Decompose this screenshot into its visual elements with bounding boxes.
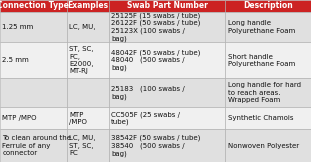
Bar [109,107,225,129]
Text: MTP /MPO: MTP /MPO [2,115,37,121]
Text: 25183   (100 swabs /
bag): 25183 (100 swabs / bag) [111,85,185,100]
Text: Nonwoven Polyester: Nonwoven Polyester [228,143,299,149]
Text: Synthetic Chamois: Synthetic Chamois [228,115,293,121]
Text: 2.5 mm: 2.5 mm [2,57,29,63]
Text: Long handle for hard
to reach areas.
Wrapped Foam: Long handle for hard to reach areas. Wra… [228,82,301,103]
Bar [0,107,67,129]
Text: CC505F (25 swabs /
tube): CC505F (25 swabs / tube) [111,111,180,125]
Bar [0,0,67,12]
Bar [67,0,109,12]
Bar [0,42,67,78]
Text: 48042F (50 swabs / tube)
48040   (500 swabs /
bag): 48042F (50 swabs / tube) 48040 (500 swab… [111,49,200,71]
Text: Short handle
Polyurethane Foam: Short handle Polyurethane Foam [228,54,295,67]
Text: Long handle
Polyurethane Foam: Long handle Polyurethane Foam [228,20,295,34]
Bar [109,78,225,107]
Bar [225,42,311,78]
Bar [0,129,67,162]
Text: 38542F (50 swabs / tube)
38540   (500 swabs /
bag): 38542F (50 swabs / tube) 38540 (500 swab… [111,135,200,157]
Bar [225,0,311,12]
Bar [67,42,109,78]
Text: LC, MU,
ST, SC,
FC: LC, MU, ST, SC, FC [69,135,95,156]
Bar [225,129,311,162]
Bar [225,107,311,129]
Bar [109,129,225,162]
Bar [0,78,67,107]
Text: Connection Type: Connection Type [0,1,69,10]
Text: ST, SC,
FC,
E2000,
MT-RJ: ST, SC, FC, E2000, MT-RJ [69,46,94,74]
Bar [109,0,225,12]
Bar [109,42,225,78]
Bar [0,12,67,42]
Bar [67,78,109,107]
Text: 25125F (15 swabs / tube)
26122F (50 swabs / tube)
25123X (100 swabs /
bag): 25125F (15 swabs / tube) 26122F (50 swab… [111,12,200,42]
Bar [225,12,311,42]
Text: Swab Part Number: Swab Part Number [127,1,208,10]
Text: 1.25 mm: 1.25 mm [2,24,33,30]
Text: To clean around the
Ferrule of any
connector: To clean around the Ferrule of any conne… [2,135,71,156]
Text: Examples: Examples [67,1,109,10]
Bar [67,107,109,129]
Text: Description: Description [244,1,293,10]
Text: LC, MU,: LC, MU, [69,24,95,30]
Text: MTP
/MPO: MTP /MPO [69,112,87,125]
Bar [67,129,109,162]
Bar [225,78,311,107]
Bar [109,12,225,42]
Bar [67,12,109,42]
